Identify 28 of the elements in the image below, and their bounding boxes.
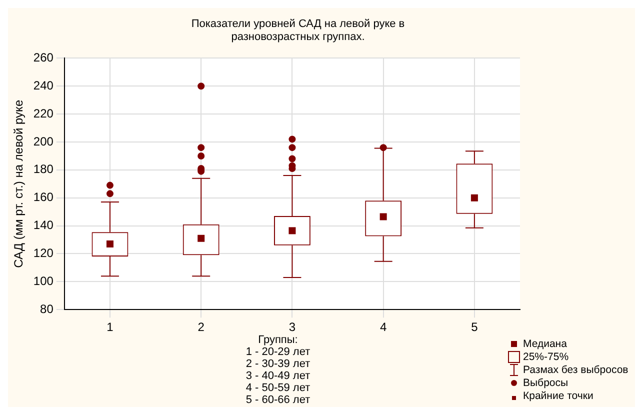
text: Выбросы [523,377,568,389]
text: Медиана [523,338,567,350]
text: 4 - 50-59 лет [244,382,312,394]
x-tick-label: 5 [471,320,478,334]
y-tick-label: 160 [33,190,54,204]
x-tick-label: 3 [288,320,296,334]
x-tick-label: 4 [380,320,387,334]
text: 1 - 20-29 лет [244,346,312,358]
y-tick-label: 240 [33,78,54,92]
text: Размах без выбросов [523,364,628,376]
text: Крайние точки [523,390,594,402]
text: 25%-75% [523,351,569,363]
x-tick-label: 1 [106,320,114,334]
y-tick-label: 140 [33,218,54,232]
y-tick-label: 80 [40,302,54,316]
y-tick-label: 220 [33,106,54,120]
y-tick-label: 260 [33,50,54,65]
y-tick-label: 100 [33,274,54,288]
x-tick-label: 2 [198,320,205,334]
y-axis-title: САД (мм рт. ст.) на левой руке [12,100,26,268]
chart-title: Показатели уровней САД на левой руке в разновозрастных группах. [190,18,406,44]
y-tick-label: 200 [33,134,54,148]
x-axis-title: Группы: [257,334,299,346]
text: 3 - 40-49 лет [244,370,312,382]
text: 2 - 30-39 лет [244,358,312,370]
text: 5 - 60-66 лет [244,394,312,406]
y-tick-label: 120 [33,246,54,260]
y-tick-label: 180 [33,162,54,176]
